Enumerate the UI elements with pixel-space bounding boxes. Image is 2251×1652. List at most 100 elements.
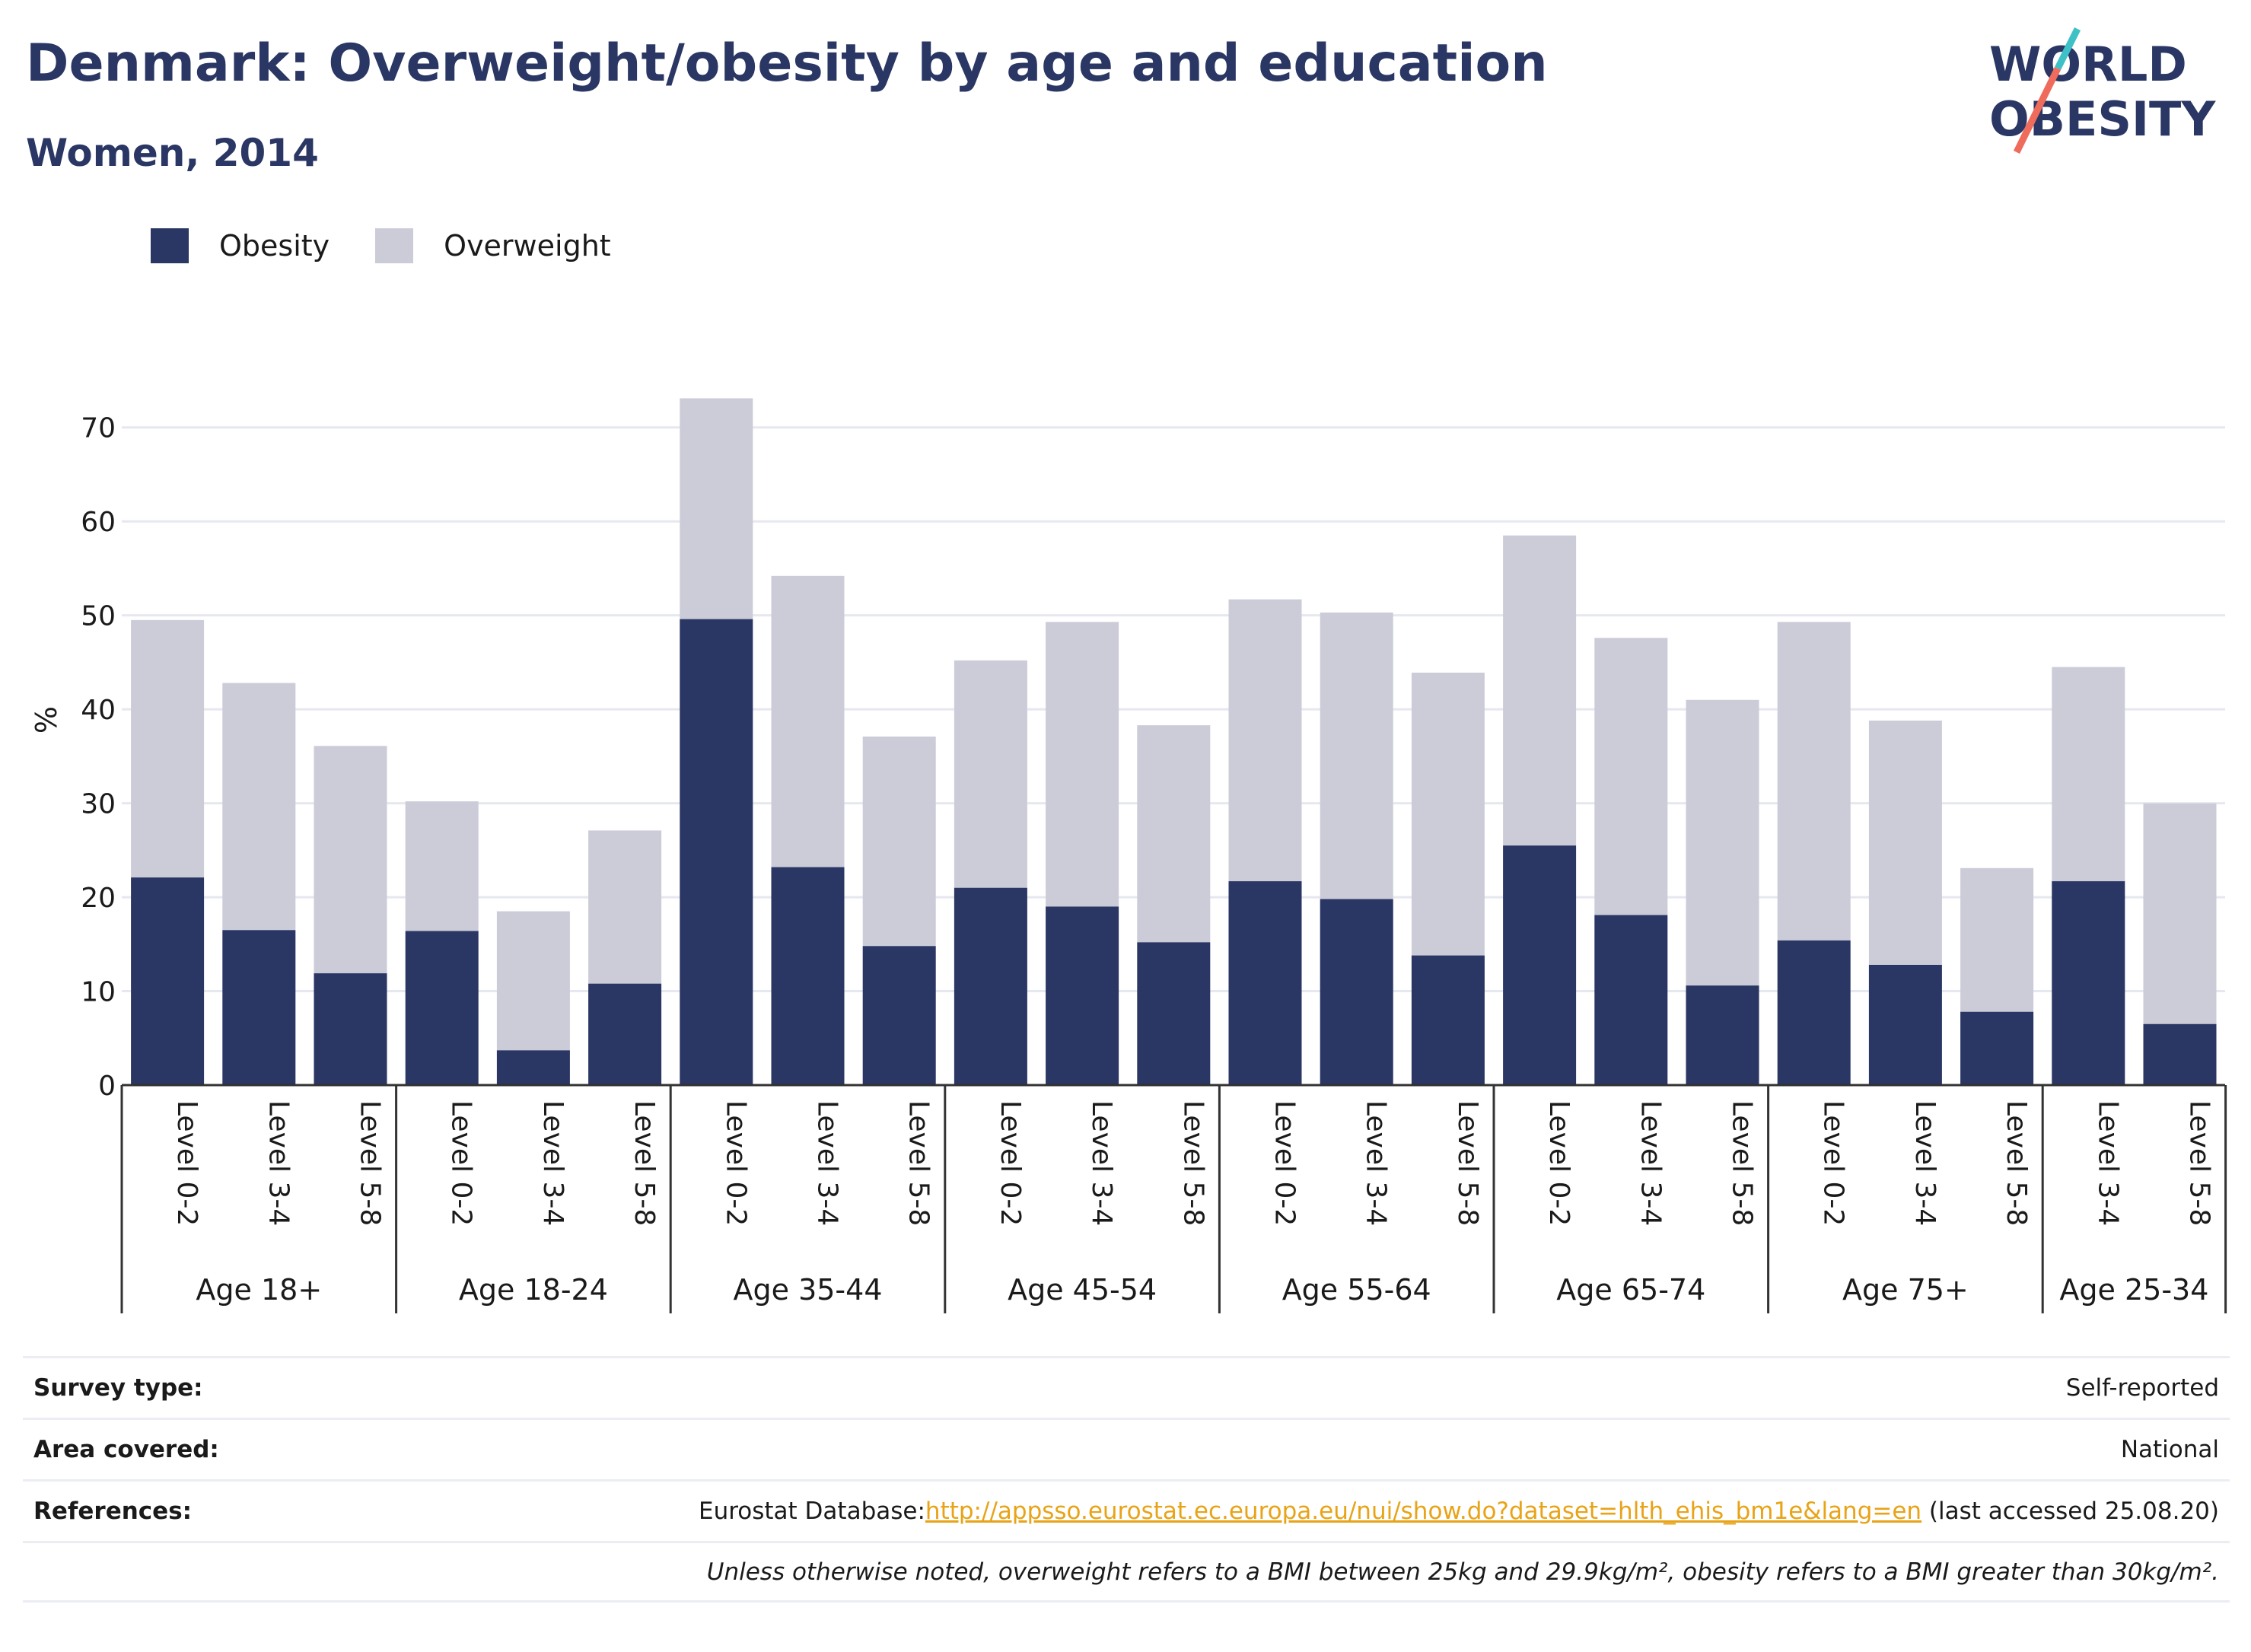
x-category-label: Level 3-4 — [2092, 1100, 2123, 1226]
logo-slash-teal — [2054, 27, 2081, 71]
bar-obesity — [2052, 881, 2125, 1085]
x-category-label: Level 5-8 — [629, 1100, 660, 1226]
bar-obesity — [1046, 906, 1119, 1085]
bar-overweight — [1686, 699, 1759, 986]
bar-obesity — [1960, 1011, 2034, 1085]
bmi-definition-note: Unless otherwise noted, overweight refer… — [706, 1558, 2219, 1586]
bar-obesity — [954, 887, 1027, 1085]
bar-obesity — [862, 946, 936, 1085]
chart-legend: Obesity Overweight — [151, 225, 657, 266]
bar-obesity — [1594, 915, 1668, 1085]
x-group-label: Age 75+ — [1842, 1273, 1969, 1307]
y-tick-label: 10 — [81, 977, 116, 1008]
bar-overweight — [405, 801, 479, 931]
x-category-label: Level 5-8 — [2184, 1100, 2215, 1226]
bar-obesity — [314, 973, 387, 1085]
x-category-label: Level 0-2 — [171, 1100, 202, 1226]
bar-overweight — [314, 746, 387, 974]
x-group-label: Age 55-64 — [1282, 1273, 1431, 1307]
bar-obesity — [496, 1050, 570, 1085]
x-category-label: Level 0-2 — [1543, 1100, 1574, 1226]
x-category-label: Level 0-2 — [1269, 1100, 1301, 1226]
x-category-label: Level 3-4 — [812, 1100, 843, 1226]
references-link[interactable]: http://appsso.eurostat.ec.europa.eu/nui/… — [925, 1498, 1922, 1525]
legend-label-overweight: Overweight — [444, 229, 611, 263]
x-category-label: Level 5-8 — [903, 1100, 934, 1226]
bar-overweight — [222, 683, 296, 931]
bar-overweight — [1777, 622, 1851, 941]
y-tick-label: 50 — [81, 601, 116, 632]
meta-row-survey-type: Survey type: Self-reported — [23, 1356, 2230, 1418]
x-category-label: Level 3-4 — [1361, 1100, 1392, 1226]
bar-overweight — [862, 736, 936, 947]
bar-overweight — [1137, 725, 1211, 943]
x-group-label: Age 18-24 — [459, 1273, 608, 1307]
x-category-label: Level 0-2 — [1818, 1100, 1849, 1226]
y-tick-label: 60 — [81, 507, 116, 538]
bar-obesity — [222, 930, 296, 1085]
x-group-label: Age 35-44 — [734, 1273, 883, 1307]
bar-overweight — [1228, 599, 1302, 882]
x-category-label: Level 3-4 — [537, 1100, 568, 1226]
references-suffix: (last accessed 25.08.20) — [1921, 1498, 2219, 1525]
legend-swatch-obesity — [151, 228, 189, 263]
y-axis-label: % — [30, 706, 63, 734]
bar-obesity — [405, 931, 479, 1085]
x-category-label: Level 0-2 — [446, 1100, 477, 1226]
world-obesity-logo: WORLD OBESITY — [1989, 27, 2216, 154]
bar-obesity — [1228, 881, 1302, 1085]
bar-obesity — [1411, 955, 1485, 1085]
bar-overweight — [588, 830, 662, 984]
bar-overweight — [131, 619, 205, 878]
bar-obesity — [1503, 845, 1577, 1085]
area-value: National — [2120, 1436, 2219, 1463]
bar-obesity — [1137, 942, 1211, 1085]
x-category-label: Level 3-4 — [263, 1100, 294, 1226]
bar-obesity — [1686, 985, 1759, 1085]
x-category-label: Level 0-2 — [995, 1100, 1026, 1226]
chart-title: Denmark: Overweight/obesity by age and e… — [26, 33, 1548, 94]
bar-overweight — [2143, 803, 2217, 1024]
x-category-label: Level 3-4 — [1635, 1100, 1666, 1226]
bar-overweight — [1411, 672, 1485, 956]
bar-overweight — [680, 398, 753, 619]
bar-obesity — [588, 983, 662, 1085]
y-tick-label: 70 — [81, 413, 116, 444]
y-tick-label: 20 — [81, 883, 116, 914]
bar-obesity — [1320, 899, 1393, 1085]
bar-overweight — [1503, 535, 1577, 846]
logo-text-world: WORLD — [1989, 37, 2187, 92]
bar-overweight — [1868, 720, 1942, 965]
x-category-label: Level 5-8 — [1452, 1100, 1483, 1226]
logo-slash-coral — [2013, 67, 2062, 154]
meta-row-references: References: Eurostat Database:http://app… — [23, 1479, 2230, 1541]
x-category-label: Level 5-8 — [1727, 1100, 1758, 1226]
x-category-label: Level 5-8 — [355, 1100, 386, 1226]
y-tick-label: 30 — [81, 789, 116, 820]
bar-obesity — [680, 619, 753, 1085]
bar-obesity — [771, 867, 845, 1085]
meta-row-note: Unless otherwise noted, overweight refer… — [23, 1541, 2230, 1603]
y-tick-label: 40 — [81, 695, 116, 726]
bar-overweight — [954, 660, 1027, 888]
x-category-label: Level 5-8 — [1177, 1100, 1208, 1226]
x-group-label: Age 65-74 — [1556, 1273, 1705, 1307]
references-value: Eurostat Database:http://appsso.eurostat… — [699, 1498, 2219, 1525]
chart-subtitle: Women, 2014 — [26, 131, 319, 175]
legend-label-obesity: Obesity — [219, 229, 330, 263]
x-category-label: Level 5-8 — [2001, 1100, 2032, 1226]
bar-overweight — [1594, 638, 1668, 915]
x-category-label: Level 0-2 — [720, 1100, 751, 1226]
bar-obesity — [131, 877, 205, 1085]
x-category-label: Level 3-4 — [1909, 1100, 1941, 1226]
references-label: References: — [33, 1498, 193, 1525]
bar-overweight — [771, 575, 845, 867]
bar-overweight — [2052, 667, 2125, 882]
references-prefix: Eurostat Database: — [698, 1498, 925, 1525]
bar-obesity — [1777, 940, 1851, 1085]
x-group-label: Age 18+ — [196, 1273, 322, 1307]
bar-obesity — [2143, 1023, 2217, 1085]
bar-overweight — [1320, 612, 1393, 899]
meta-row-area: Area covered: National — [23, 1418, 2230, 1479]
area-label: Area covered: — [33, 1436, 219, 1463]
